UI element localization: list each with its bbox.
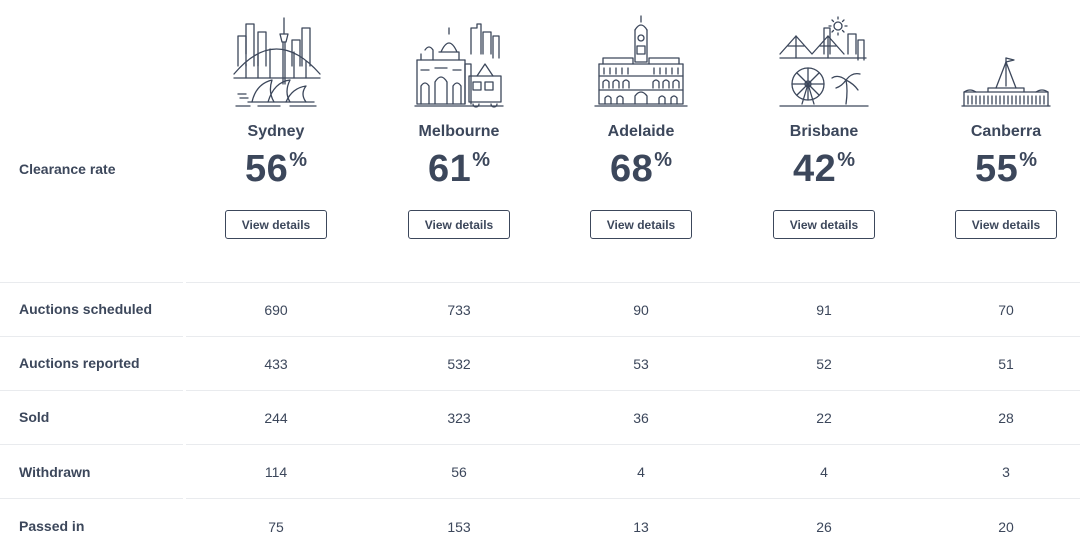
row-divider [186,390,1080,391]
table-cell: 56 [451,464,467,480]
clearance-rate-value: 42% [734,148,914,191]
row-label: Sold [19,409,50,425]
table-cell: 244 [264,410,288,426]
clearance-rate-label: Clearance rate [19,161,116,177]
brisbane-skyline-icon [776,14,872,110]
table-cell: 323 [447,410,471,426]
city-name: Brisbane [789,123,859,140]
rate-unit: % [837,149,856,171]
row-label: Withdrawn [19,464,91,480]
row-divider [186,282,1080,283]
view-details-button-canberra[interactable]: View details [955,210,1057,239]
table-cell: 75 [268,519,284,535]
city-column-canberra: Canberra 55% View details [916,0,1080,250]
table-cell: 52 [816,356,832,372]
table-cell: 13 [633,519,649,535]
city-column-adelaide: Adelaide 68% View details [551,0,731,250]
row-label: Passed in [19,518,85,534]
rate-number: 42 [792,148,837,190]
clearance-rate-value: 68% [551,148,731,191]
city-column-melbourne: Melbourne 61% View details [369,0,549,250]
rate-unit: % [1019,149,1038,171]
table-cell: 532 [447,356,471,372]
table-cell: 153 [447,519,471,535]
table-cell: 51 [998,356,1014,372]
rate-number: 61 [427,148,472,190]
table-cell: 4 [820,464,828,480]
table-cell: 433 [264,356,288,372]
table-cell: 26 [816,519,832,535]
city-column-brisbane: Brisbane 42% View details [734,0,914,250]
table-cell: 114 [264,464,288,480]
clearance-rate-value: 61% [369,148,549,191]
table-cell: 70 [998,302,1014,318]
table-cell: 53 [633,356,649,372]
rate-number: 56 [244,148,289,190]
view-details-button-sydney[interactable]: View details [225,210,327,239]
row-divider [186,336,1080,337]
table-cell: 91 [816,302,832,318]
table-cell: 20 [998,519,1014,535]
sydney-skyline-icon [228,14,324,110]
rate-unit: % [289,149,308,171]
rate-unit: % [654,149,673,171]
city-name: Adelaide [607,123,675,140]
table-cell: 90 [633,302,649,318]
table-cell: 733 [447,302,471,318]
row-label: Auctions scheduled [19,301,153,317]
row-divider [0,282,183,283]
rate-number: 55 [974,148,1019,190]
row-label: Auctions reported [19,355,140,371]
row-divider [186,444,1080,445]
melbourne-skyline-icon [411,14,507,110]
view-details-button-brisbane[interactable]: View details [773,210,875,239]
city-name: Melbourne [418,123,500,140]
row-divider [0,444,183,445]
table-cell: 4 [637,464,645,480]
rate-unit: % [472,149,491,171]
row-divider [0,390,183,391]
row-divider [186,498,1080,499]
canberra-skyline-icon [958,14,1054,110]
clearance-rate-value: 56% [186,148,366,191]
clearance-rate-value: 55% [916,148,1080,191]
table-cell: 22 [816,410,832,426]
table-cell: 28 [998,410,1014,426]
adelaide-skyline-icon [593,14,689,110]
table-cell: 690 [264,302,288,318]
view-details-button-melbourne[interactable]: View details [408,210,510,239]
city-name: Canberra [970,123,1042,140]
table-cell: 3 [1002,464,1010,480]
city-column-sydney: Sydney 56% View details [186,0,366,250]
row-divider [0,336,183,337]
row-divider [0,498,183,499]
rate-number: 68 [609,148,654,190]
city-name: Sydney [247,123,305,140]
table-cell: 36 [633,410,649,426]
view-details-button-adelaide[interactable]: View details [590,210,692,239]
